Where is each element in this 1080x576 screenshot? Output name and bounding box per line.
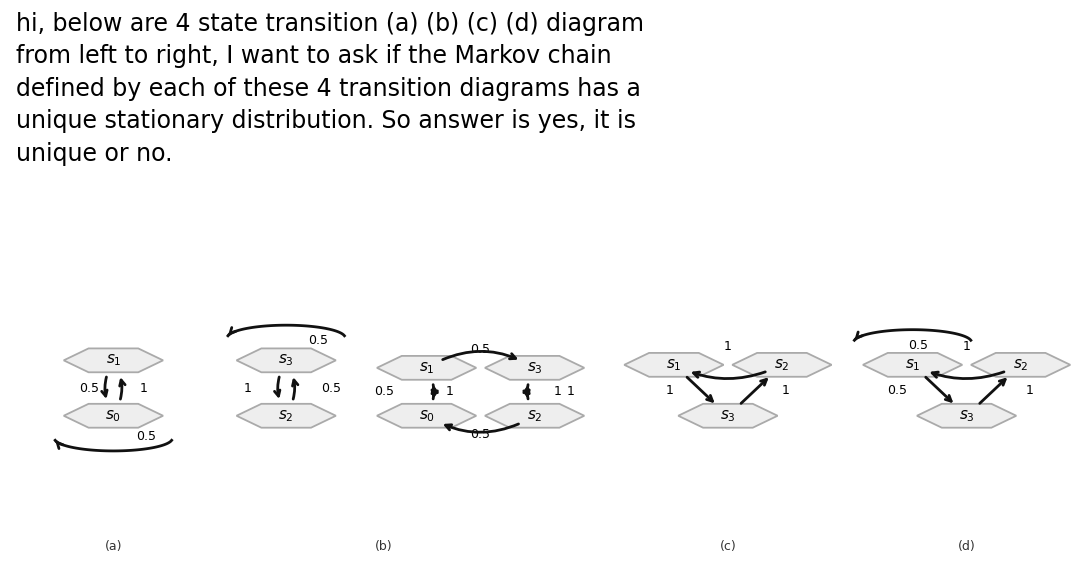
Text: $s_3$: $s_3$ [959, 408, 974, 423]
Text: $s_3$: $s_3$ [720, 408, 735, 423]
Polygon shape [971, 353, 1070, 377]
Text: (c): (c) [719, 540, 737, 552]
Text: $s_3$: $s_3$ [279, 353, 294, 368]
Text: 1: 1 [782, 384, 789, 397]
Polygon shape [485, 404, 584, 428]
Text: $s_1$: $s_1$ [905, 357, 920, 373]
Text: 1: 1 [724, 340, 732, 353]
Polygon shape [917, 404, 1016, 428]
Polygon shape [64, 348, 163, 372]
Polygon shape [678, 404, 778, 428]
Text: $s_3$: $s_3$ [527, 360, 542, 376]
Polygon shape [624, 353, 724, 377]
Text: 0.5: 0.5 [887, 384, 907, 397]
Text: $s_2$: $s_2$ [527, 408, 542, 423]
Polygon shape [64, 404, 163, 428]
Polygon shape [377, 404, 476, 428]
Text: (d): (d) [958, 540, 975, 552]
Text: 0.5: 0.5 [309, 335, 328, 347]
Text: 1: 1 [244, 381, 252, 395]
Text: $s_2$: $s_2$ [279, 408, 294, 423]
Text: 0.5: 0.5 [471, 343, 490, 356]
Text: hi, below are 4 state transition (a) (b) (c) (d) diagram
from left to right, I w: hi, below are 4 state transition (a) (b)… [16, 12, 644, 166]
Polygon shape [237, 404, 336, 428]
Text: $s_2$: $s_2$ [1013, 357, 1028, 373]
Text: $s_1$: $s_1$ [419, 360, 434, 376]
Polygon shape [377, 356, 476, 380]
Polygon shape [863, 353, 962, 377]
Polygon shape [237, 348, 336, 372]
Text: 0.5: 0.5 [321, 381, 341, 395]
Text: (b): (b) [375, 540, 392, 552]
Text: 1: 1 [666, 384, 674, 397]
Text: 1: 1 [554, 385, 562, 398]
Text: 1: 1 [1026, 384, 1034, 397]
Text: 1: 1 [962, 340, 971, 353]
Text: (a): (a) [105, 540, 122, 552]
Text: 0.5: 0.5 [471, 428, 490, 441]
Text: 0.5: 0.5 [79, 381, 99, 395]
Text: $s_0$: $s_0$ [419, 408, 434, 423]
Text: 1: 1 [567, 385, 575, 398]
Text: 1: 1 [140, 381, 148, 395]
Text: $s_2$: $s_2$ [774, 357, 789, 373]
Text: $s_1$: $s_1$ [666, 357, 681, 373]
Text: $s_0$: $s_0$ [106, 408, 121, 423]
Text: 0.5: 0.5 [908, 339, 928, 352]
Text: 0.5: 0.5 [374, 385, 394, 398]
Text: 1: 1 [446, 385, 454, 398]
Polygon shape [485, 356, 584, 380]
Text: $s_1$: $s_1$ [106, 353, 121, 368]
Polygon shape [732, 353, 832, 377]
Text: 0.5: 0.5 [136, 430, 156, 443]
